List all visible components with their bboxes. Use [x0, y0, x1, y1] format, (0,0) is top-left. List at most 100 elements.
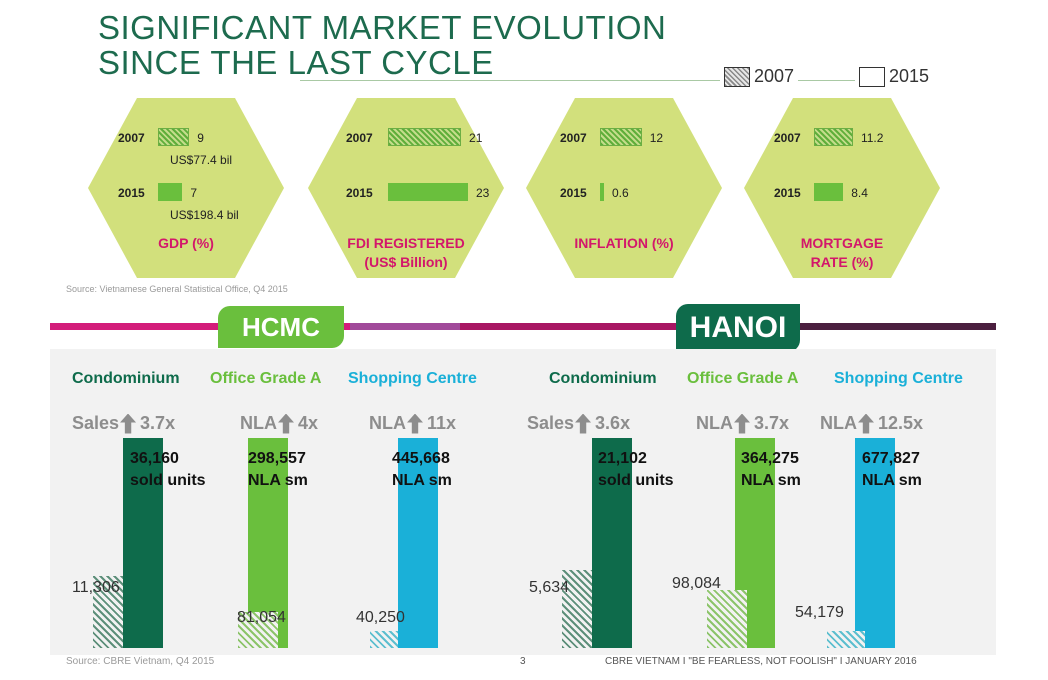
source-note-top: Source: Vietnamese General Statistical O… [66, 284, 288, 294]
chart-label: FDI REGISTERED (US$ Billion) [308, 234, 504, 272]
legend-2007: 2007 [720, 66, 799, 87]
growth-factor: 4x [298, 413, 319, 433]
year-label-2007: 2007 [346, 131, 373, 145]
value-number: 364,275 [741, 450, 799, 467]
chart-label: MORTGAGE RATE (%) [744, 234, 940, 272]
bar-2007 [827, 631, 865, 648]
growth-factor: 3.7x [140, 413, 176, 433]
page-number: 3 [520, 656, 526, 667]
value-unit: NLA sm [248, 472, 308, 489]
category-label: Shopping Centre [834, 370, 963, 387]
bar-2015 [158, 183, 183, 201]
city-tab-hanoi: HANOI [676, 304, 800, 352]
bar-2015 [398, 438, 438, 648]
year-label-2015: 2015 [118, 186, 145, 200]
year-label-2007: 2007 [560, 131, 587, 145]
value-label-2007: 12 [649, 131, 664, 145]
bar-2007 [600, 128, 642, 146]
category-label: Office Grade A [210, 370, 322, 387]
value-label-2015: 0.6 [612, 186, 629, 200]
hexagon-gdp: 2007 9 US$77.4 bil 2015 7 US$198.4 bil G… [88, 98, 284, 278]
bar-2015 [592, 438, 632, 648]
value-unit: NLA sm [392, 472, 452, 489]
growth-factor: 11x [427, 413, 457, 433]
up-arrow-icon [734, 413, 750, 434]
up-arrow-icon [858, 413, 874, 434]
value-label-2015: 298,557 NLA sm [248, 448, 308, 492]
value-number: 677,827 [862, 450, 920, 467]
value-label-2015: 36,160 sold units [130, 448, 206, 492]
bar-2007 [238, 612, 278, 648]
growth-metric: NLA [820, 413, 857, 433]
value-label-2007: 11,306 [72, 579, 120, 596]
year-label-2015: 2015 [346, 186, 373, 200]
value-unit: NLA sm [862, 472, 922, 489]
growth-label: Sales 3.7x [72, 413, 175, 434]
year-label-2007: 2007 [118, 131, 145, 145]
value-number: 36,160 [130, 450, 179, 467]
value-number: 445,668 [392, 450, 450, 467]
value-label-2015: 677,827 NLA sm [862, 448, 922, 492]
value-label-2015: 21,102 sold units [598, 448, 674, 492]
legend-2015-label: 2015 [889, 66, 930, 86]
up-arrow-icon [575, 413, 592, 434]
value-label-2015: 23 [476, 186, 490, 200]
hexagon-fdi: 2007 21 2015 23 FDI REGISTERED (US$ Bill… [308, 98, 504, 278]
title-line-2: SINCE THE LAST CYCLE [98, 44, 494, 81]
value-unit: sold units [598, 472, 674, 489]
chart-label-line-2: (US$ Billion) [364, 254, 448, 270]
value-label-2015: 7 [190, 186, 198, 200]
chart-label-line-1: MORTGAGE [800, 235, 884, 251]
divider-stripe-crimson [460, 323, 790, 330]
title-rule [300, 80, 930, 81]
bar-2007 [370, 631, 398, 648]
bar-2007 [93, 576, 123, 648]
up-arrow-icon [407, 413, 423, 434]
growth-factor: 3.6x [595, 413, 631, 433]
year-label-2015: 2015 [560, 186, 587, 200]
bar-2015 [814, 183, 844, 201]
value-label-2007: 5,634 [529, 579, 570, 596]
footer-right: CBRE VIETNAM I "BE FEARLESS, NOT FOOLISH… [605, 656, 917, 667]
growth-metric: NLA [240, 413, 277, 433]
title-line-1: SIGNIFICANT MARKET EVOLUTION [98, 9, 667, 46]
growth-label: NLA 12.5x [820, 413, 923, 434]
year-label-2007: 2007 [774, 131, 801, 145]
up-arrow-icon [278, 413, 294, 434]
category-label: Condominium [72, 370, 180, 387]
hexagon-mortgage: 2007 11.2 2015 8.4 MORTGAGE RATE (%) [744, 98, 940, 278]
bar-2015 [388, 183, 468, 201]
growth-metric: NLA [369, 413, 406, 433]
chart-label: INFLATION (%) [526, 234, 722, 253]
value-label-2015: 8.4 [851, 186, 868, 200]
value-label-2007: 40,250 [356, 609, 405, 626]
growth-metric: Sales [72, 413, 120, 433]
value-label-2007: 11.2 [860, 131, 884, 145]
year-label-2015: 2015 [774, 186, 801, 200]
value-label-2007: 21 [469, 131, 483, 145]
note-2007: US$77.4 bil [170, 153, 233, 167]
value-label-2007: 81,054 [237, 609, 286, 626]
up-arrow-icon [120, 413, 137, 434]
bar-2007 [388, 128, 462, 146]
value-label-2007: 9 [197, 131, 204, 145]
growth-metric: NLA [696, 413, 733, 433]
growth-label: NLA 11x [369, 413, 456, 434]
divider-stripe-purple [350, 323, 460, 330]
bar-2015 [855, 438, 895, 648]
value-label-2015: 445,668 NLA sm [392, 448, 452, 492]
hexagon-inflation: 2007 12 2015 0.6 INFLATION (%) [526, 98, 722, 278]
growth-label: NLA 4x [240, 413, 318, 434]
chart-label-line-1: INFLATION (%) [574, 235, 674, 251]
growth-factor: 12.5x [878, 413, 924, 433]
legend-2015: 2015 [855, 66, 934, 87]
divider-stripe-magenta [50, 323, 350, 330]
comparison-panel [50, 349, 996, 655]
bar-2015 [600, 183, 604, 201]
value-unit: NLA sm [741, 472, 801, 489]
category-label: Shopping Centre [348, 370, 477, 387]
chart-label-line-1: GDP (%) [158, 235, 214, 251]
legend-2015-swatch [859, 66, 885, 87]
growth-metric: Sales [527, 413, 575, 433]
growth-label: Sales 3.6x [527, 413, 630, 434]
